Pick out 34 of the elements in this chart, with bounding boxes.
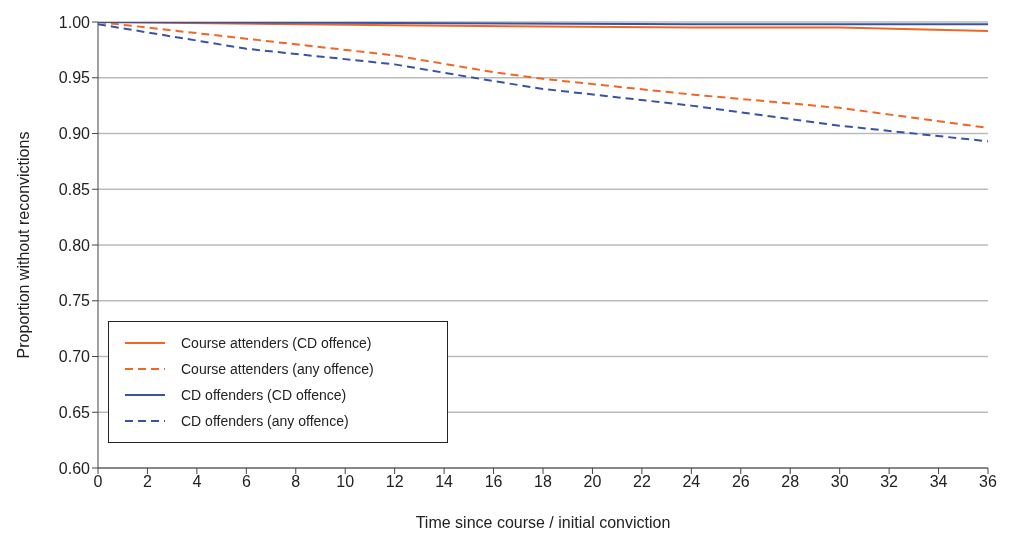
x-tick-label: 18 [534, 473, 552, 491]
x-tick-label: 36 [979, 473, 997, 491]
y-tick-label: 0.65 [58, 403, 91, 421]
x-tick-label: 26 [731, 473, 750, 491]
y-tick-label: 0.95 [58, 69, 91, 87]
x-tick-label: 12 [385, 473, 404, 491]
legend-label: CD offenders (CD offence) [181, 386, 347, 405]
x-tick-label: 6 [241, 473, 251, 491]
x-tick-label: 8 [291, 473, 301, 491]
x-tick-label: 30 [830, 473, 849, 491]
x-tick-label: 22 [632, 473, 651, 491]
x-tick-label: 24 [682, 473, 701, 491]
x-tick-label: 14 [435, 473, 454, 491]
x-tick-label: 10 [336, 473, 355, 491]
legend-label: Course attenders (CD offence) [181, 334, 372, 353]
y-tick-label: 0.90 [58, 125, 91, 143]
y-tick-label: 0.70 [58, 348, 91, 366]
x-tick-label: 34 [929, 473, 948, 491]
x-axis-title: Time since course / initial conviction [415, 514, 671, 531]
y-tick-label: 0.75 [58, 292, 91, 310]
x-tick-label: 20 [583, 473, 602, 491]
legend-label: Course attenders (any offence) [181, 360, 374, 379]
y-tick-label: 1.00 [58, 13, 91, 31]
x-tick-label: 28 [781, 473, 800, 491]
y-tick-label: 0.85 [58, 180, 91, 198]
x-tick-label: 32 [880, 473, 899, 491]
y-tick-label: 0.60 [58, 459, 91, 477]
x-tick-label: 2 [142, 473, 152, 491]
x-tick-label: 0 [93, 473, 103, 491]
legend-label: CD offenders (any offence) [181, 412, 349, 431]
x-tick-label: 4 [192, 473, 202, 491]
y-tick-label: 0.80 [58, 236, 91, 254]
y-axis-title: Proportion without reconvictions [14, 131, 32, 359]
x-tick-label: 16 [484, 473, 503, 491]
